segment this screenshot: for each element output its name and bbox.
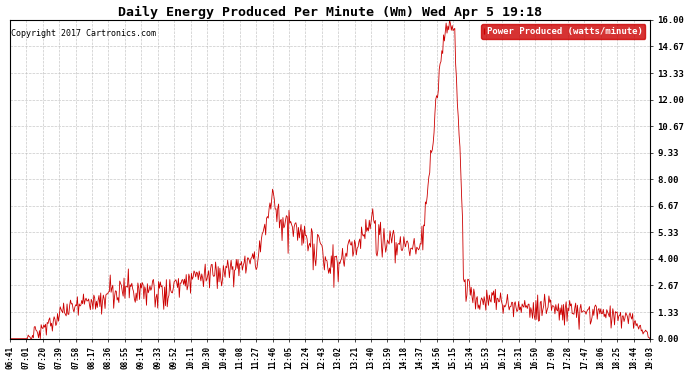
Legend: Power Produced (watts/minute): Power Produced (watts/minute) [482, 24, 645, 39]
Text: Copyright 2017 Cartronics.com: Copyright 2017 Cartronics.com [11, 29, 156, 38]
Title: Daily Energy Produced Per Minute (Wm) Wed Apr 5 19:18: Daily Energy Produced Per Minute (Wm) We… [118, 6, 542, 19]
